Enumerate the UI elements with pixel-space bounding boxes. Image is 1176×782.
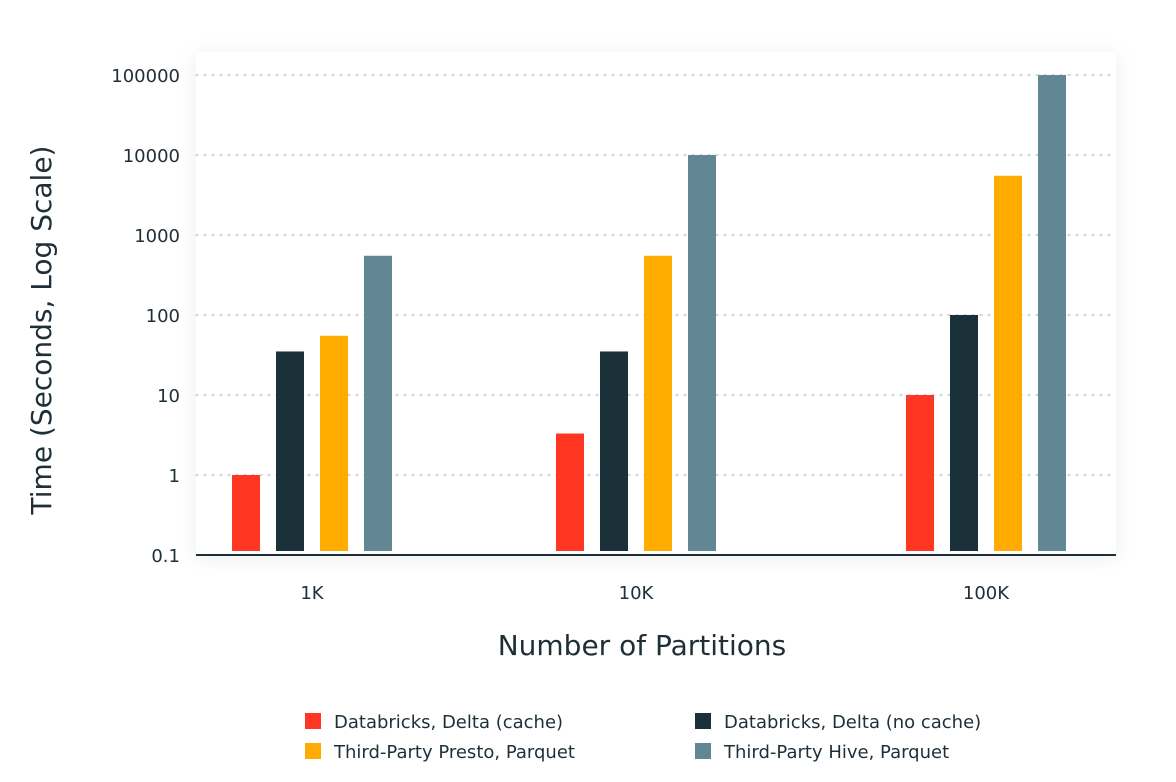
bar	[950, 315, 978, 551]
bar	[1038, 75, 1066, 551]
legend-swatch	[695, 713, 711, 729]
bar	[556, 433, 584, 551]
legend-label: Databricks, Delta (no cache)	[724, 712, 981, 733]
legend: Databricks, Delta (cache) Databricks, Del…	[305, 712, 981, 763]
y-axis-ticks: 0.1 1 10 100 1000 10000 100000	[111, 66, 180, 567]
bar	[906, 395, 934, 551]
legend-swatch	[695, 743, 711, 759]
y-tick-label: 10	[157, 386, 180, 407]
x-tick-label: 10K	[619, 583, 655, 604]
bar	[688, 155, 716, 551]
x-axis-ticks: 1K 10K 100K	[300, 583, 1010, 604]
legend-label: Databricks, Delta (cache)	[334, 712, 563, 733]
x-tick-label: 1K	[300, 583, 324, 604]
bars	[232, 75, 1066, 551]
bar	[644, 255, 672, 551]
bar	[994, 175, 1022, 551]
y-tick-label: 0.1	[151, 546, 180, 567]
y-tick-label: 10000	[123, 146, 180, 167]
bar	[232, 475, 260, 551]
y-tick-label: 1	[169, 466, 180, 487]
y-tick-label: 1000	[134, 226, 180, 247]
x-axis-title: Number of Partitions	[498, 629, 787, 662]
bar	[276, 351, 304, 551]
legend-label: Third-Party Hive, Parquet	[723, 742, 949, 763]
y-axis-title: Time (Seconds, Log Scale)	[25, 146, 58, 516]
bar	[600, 351, 628, 551]
gridlines	[195, 74, 1117, 476]
y-tick-label: 100000	[111, 66, 180, 87]
bar	[364, 255, 392, 551]
legend-swatch	[305, 743, 321, 759]
bar	[320, 335, 348, 551]
x-tick-label: 100K	[963, 583, 1010, 604]
y-tick-label: 100	[146, 306, 180, 327]
legend-swatch	[305, 713, 321, 729]
legend-label: Third-Party Presto, Parquet	[333, 742, 575, 763]
